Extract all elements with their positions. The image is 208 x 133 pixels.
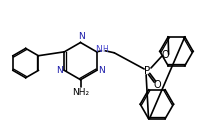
Text: O: O <box>153 80 161 90</box>
Text: P: P <box>144 66 150 76</box>
Text: N: N <box>78 32 85 41</box>
Text: N: N <box>98 66 105 75</box>
Text: N: N <box>95 45 102 54</box>
Text: N: N <box>56 66 63 75</box>
Text: NH₂: NH₂ <box>72 88 89 97</box>
Text: H: H <box>103 45 108 54</box>
Text: O: O <box>162 50 170 60</box>
